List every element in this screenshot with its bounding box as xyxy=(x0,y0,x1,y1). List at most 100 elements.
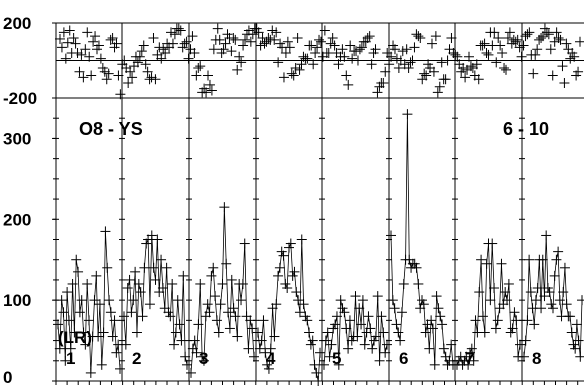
scatter-point xyxy=(111,38,122,49)
scatter-point xyxy=(341,70,352,81)
scatter-point xyxy=(167,38,178,49)
data-point xyxy=(553,246,564,257)
scatter-point xyxy=(495,40,506,51)
data-point xyxy=(157,283,168,294)
data-point xyxy=(230,311,241,322)
data-point xyxy=(476,254,487,265)
scatter-point xyxy=(84,51,95,62)
data-point xyxy=(191,347,202,358)
scatter-point xyxy=(430,31,441,42)
data-point xyxy=(490,323,501,334)
data-point xyxy=(273,270,284,281)
scatter-point xyxy=(214,34,225,45)
data-point xyxy=(176,335,187,346)
scatter-point xyxy=(238,40,249,51)
data-point xyxy=(337,303,348,314)
top-y-tick-label: -200 xyxy=(3,89,37,108)
data-point xyxy=(311,367,322,378)
data-point xyxy=(507,323,518,334)
data-point xyxy=(284,242,294,253)
bottom-line-panel: 1 2 3 4 5 6 7 8 xyxy=(53,98,584,386)
data-point xyxy=(539,291,550,302)
data-point xyxy=(144,299,155,310)
data-point xyxy=(170,327,181,338)
data-point xyxy=(502,295,513,306)
data-point xyxy=(542,283,553,294)
data-point xyxy=(139,262,150,273)
scatter-point xyxy=(173,23,184,34)
data-point xyxy=(357,295,368,306)
data-point xyxy=(62,287,73,298)
series-line xyxy=(523,235,583,357)
scatter-point xyxy=(460,72,471,83)
scatter-point xyxy=(384,59,395,70)
data-point xyxy=(243,343,254,354)
data-point xyxy=(354,303,365,314)
scatter-point xyxy=(191,70,202,81)
scatter-point xyxy=(514,42,525,53)
data-point xyxy=(91,270,102,281)
scatter-point xyxy=(294,64,305,75)
scatter-point xyxy=(426,38,437,49)
data-point xyxy=(396,307,407,318)
data-point xyxy=(302,315,313,326)
scatter-point xyxy=(140,59,151,70)
data-point xyxy=(479,327,490,338)
data-point xyxy=(193,319,204,330)
data-point xyxy=(84,315,94,326)
chart-annotation-left: O8 - YS xyxy=(79,119,143,139)
data-point xyxy=(570,343,581,354)
group-label: 7 xyxy=(465,349,474,368)
scatter-point xyxy=(134,51,145,62)
scatter-point xyxy=(82,27,93,38)
data-point xyxy=(485,295,496,306)
scatter-point xyxy=(473,74,484,85)
data-point xyxy=(276,246,287,257)
scatter-point xyxy=(421,70,432,81)
data-point xyxy=(236,295,247,306)
scatter-point xyxy=(397,46,408,57)
scatter-point xyxy=(415,33,426,43)
scatter-point xyxy=(442,55,453,66)
scatter-point xyxy=(136,46,147,57)
data-point xyxy=(169,339,180,350)
scatter-point xyxy=(228,33,239,43)
scatter-point xyxy=(107,33,118,43)
data-point xyxy=(148,262,159,273)
data-point xyxy=(481,258,492,269)
scatter-point xyxy=(278,72,289,83)
data-point xyxy=(511,315,522,326)
scatter-point xyxy=(88,36,99,47)
data-point xyxy=(326,339,337,350)
scatter-point xyxy=(333,59,344,70)
scatter-point xyxy=(450,49,461,60)
scatter-point xyxy=(481,48,492,58)
data-point xyxy=(182,359,192,370)
data-point xyxy=(253,327,263,338)
top-scatter-panel xyxy=(55,22,584,100)
data-point xyxy=(413,278,424,289)
scatter-point xyxy=(240,34,251,45)
data-point xyxy=(548,303,558,314)
data-point xyxy=(260,347,271,358)
data-point xyxy=(350,291,361,302)
scatter-point xyxy=(68,33,79,43)
scatter-point xyxy=(203,70,214,81)
scatter-point xyxy=(343,79,354,90)
scatter-point xyxy=(312,42,323,53)
data-point xyxy=(63,315,74,326)
scatter-point xyxy=(391,53,402,64)
scatter-point xyxy=(553,33,564,43)
scatter-point xyxy=(386,51,397,62)
scatter-point xyxy=(292,33,303,43)
data-point xyxy=(509,307,520,318)
data-point xyxy=(119,311,129,322)
scatter-point xyxy=(393,63,404,73)
scatter-point xyxy=(80,44,91,55)
data-point xyxy=(437,319,448,330)
data-point xyxy=(541,230,552,241)
scatter-point xyxy=(206,85,217,96)
data-point xyxy=(93,331,104,342)
scatter-point xyxy=(123,78,134,88)
